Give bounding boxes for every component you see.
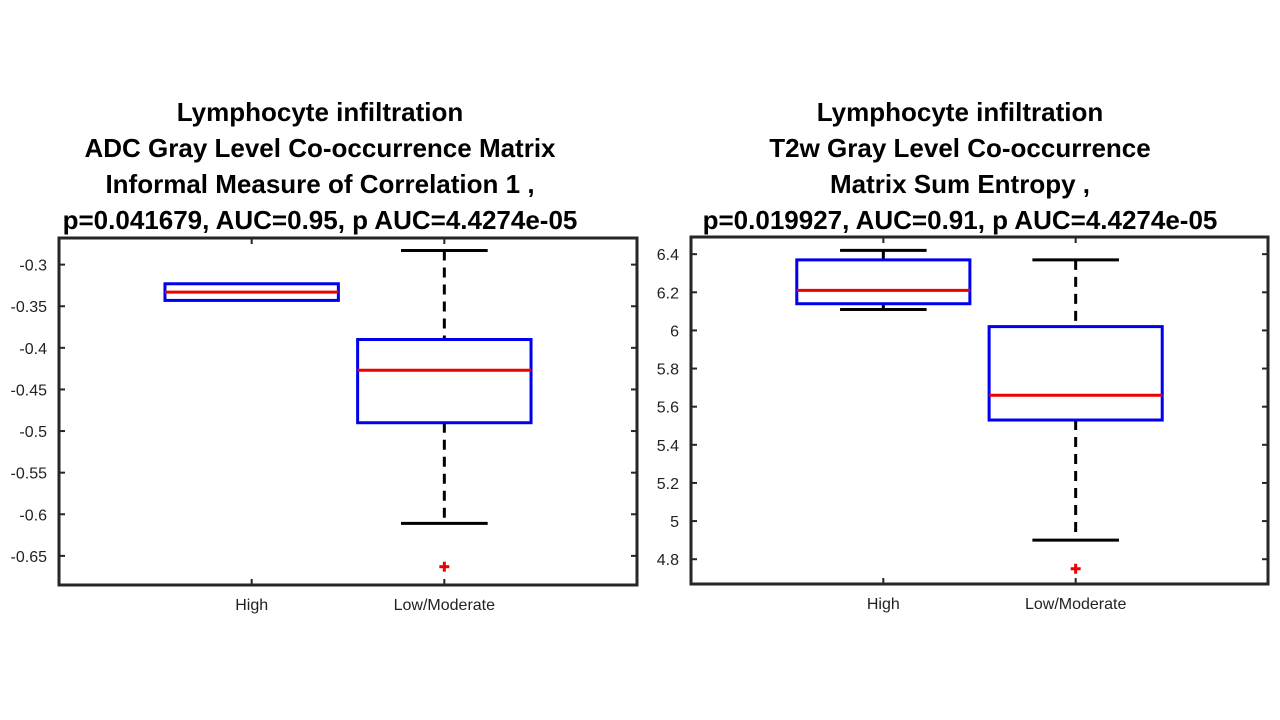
x-tick-label: High bbox=[867, 596, 900, 613]
left-title-line-2: ADC Gray Level Co-occurrence Matrix bbox=[84, 133, 556, 163]
right-boxplot: 6.4 6.2 6 5.8 5.6 5.4 5.2 5 4.8 High Low/Moderate bbox=[657, 235, 1270, 613]
left-title-line-4: p=0.041679, AUC=0.95, p AUC=4.4274e-05 bbox=[62, 205, 578, 235]
y-tick-label: -0.35 bbox=[11, 299, 48, 316]
y-tick-label: -0.5 bbox=[19, 424, 47, 441]
iqr-box bbox=[987, 325, 1164, 422]
y-tick-label: 5.2 bbox=[657, 476, 679, 493]
right-title-line-3: Matrix Sum Entropy , bbox=[829, 169, 1091, 199]
right-title-line-1: Lymphocyte infiltration bbox=[816, 97, 1104, 127]
iqr-box bbox=[356, 338, 533, 425]
right-title-line-4: p=0.019927, AUC=0.91, p AUC=4.4274e-05 bbox=[702, 205, 1218, 235]
y-tick-label: 4.8 bbox=[657, 552, 679, 569]
y-tick-label: -0.3 bbox=[19, 258, 47, 275]
right-chart-panel: Lymphocyte infiltration T2w Gray Level C… bbox=[640, 0, 1280, 720]
x-tick-label: Low/Moderate bbox=[1025, 596, 1126, 613]
y-tick-label: -0.6 bbox=[19, 507, 47, 524]
left-chart-panel: Lymphocyte infiltration ADC Gray Level C… bbox=[0, 94, 640, 614]
y-tick-label: -0.65 bbox=[11, 549, 48, 566]
y-tick-label: -0.45 bbox=[11, 382, 48, 399]
plot-frame bbox=[57, 236, 639, 587]
y-tick-label: 5.8 bbox=[657, 362, 679, 379]
left-title-line-1: Lymphocyte infiltration bbox=[176, 97, 464, 127]
y-tick-label: 6.4 bbox=[657, 247, 679, 264]
right-title-line-2: T2w Gray Level Co-occurrence bbox=[769, 133, 1151, 163]
left-chart-title: Lymphocyte infiltration ADC Gray Level C… bbox=[0, 94, 640, 238]
x-tick-label: High bbox=[235, 597, 268, 614]
right-chart-title: Lymphocyte infiltration T2w Gray Level C… bbox=[640, 94, 1280, 238]
y-tick-label: 5.6 bbox=[657, 400, 679, 417]
y-tick-label: -0.55 bbox=[11, 466, 48, 483]
y-tick-label: 5 bbox=[670, 514, 679, 531]
left-boxplot: -0.3 -0.35 -0.4 -0.45 -0.5 -0.55 -0.6 -0.65 High… bbox=[11, 236, 639, 614]
y-tick-label: 5.4 bbox=[657, 438, 679, 455]
plot-frame bbox=[689, 235, 1270, 586]
y-tick-label: -0.4 bbox=[19, 341, 47, 358]
y-tick-label: 6.2 bbox=[657, 285, 679, 302]
y-tick-label: 6 bbox=[670, 323, 679, 340]
x-tick-label: Low/Moderate bbox=[394, 597, 495, 614]
iqr-box bbox=[795, 258, 972, 306]
left-title-line-3: Informal Measure of Correlation 1 , bbox=[105, 169, 535, 199]
